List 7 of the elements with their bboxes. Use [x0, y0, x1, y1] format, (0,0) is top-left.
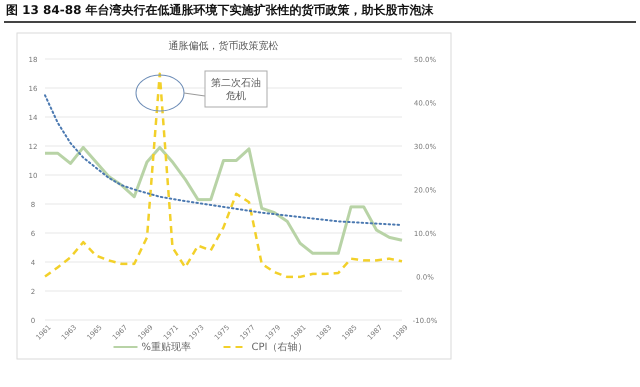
line-series	[44, 72, 404, 278]
legend-label: CPI（右轴）	[252, 341, 308, 353]
legend-label: %重贴现率	[142, 341, 192, 353]
annotation: 第二次石油危机	[211, 77, 261, 102]
line-series	[44, 146, 404, 255]
chart-subtitle: 通胀偏低，货币政策宽松	[168, 40, 278, 52]
chart-title: 图 13 84-88 年台湾央行在低通胀环境下实施扩张性的货币政策，助长股市泡沫	[6, 3, 435, 17]
